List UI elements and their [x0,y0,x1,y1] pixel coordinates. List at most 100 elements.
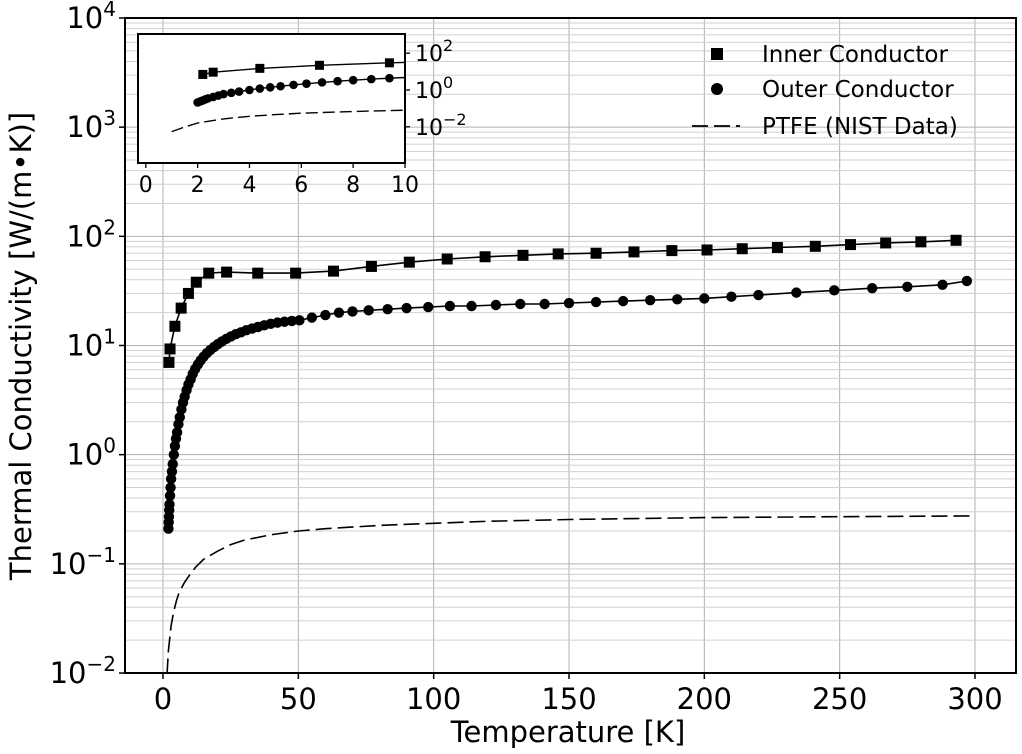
inset-outer-point [367,74,376,84]
legend-label-outer: Outer Conductor [762,77,954,103]
outer-conductor-point [645,294,656,306]
outer-conductor-point [174,412,185,423]
x-tick-label: 300 [947,682,1002,716]
inner-conductor-point [163,356,175,368]
inset-y-tick-exponent: 0 [443,73,453,92]
series-line-0 [168,239,957,363]
inset-y-tick-label: 100 [415,73,453,104]
outer-conductor-point [363,305,374,316]
inner-conductor-point [880,237,892,249]
outer-conductor-point [490,299,502,311]
y-tick-exponent: 0 [103,434,116,458]
inner-conductor-point [771,242,783,254]
inner-conductor-point [190,276,202,288]
inner-conductor-point [736,243,748,255]
outer-conductor-point [168,449,180,460]
inner-conductor-point [950,234,962,246]
inset-x-tick-label: 4 [242,173,256,198]
main-plot-area: 0 50 100 150 200 250 300 10−210−11001011021031… [50,0,1017,716]
outer-conductor-point [423,301,434,313]
inner-conductor-point [844,239,856,251]
outer-conductor-point [167,458,178,470]
inset-outer-point [265,83,275,92]
x-tick-label: 150 [541,682,596,716]
outer-conductor-point [672,294,683,305]
main-x-ticks: 0 50 100 150 200 250 300 [154,673,1003,716]
inner-conductor-point [169,320,181,332]
inset-x-ticks: 0 2 4 6 8 10 [139,163,419,198]
inset-outer-point [234,87,244,96]
inner-conductor-point [182,287,194,299]
x-axis-title: Temperature [K] [450,715,686,749]
inner-conductor-point [590,247,602,259]
inset-x-tick-label: 8 [346,173,360,198]
outer-conductor-point [617,295,629,307]
inset-y-tick-exponent: −2 [443,110,467,129]
y-axis-title: Thermal Conductivity [W/(m•K)] [4,112,38,581]
inner-conductor-point [666,245,678,257]
inner-conductor-point [328,265,340,277]
inset-axes-frame [137,33,406,164]
inset-outer-point [219,89,228,99]
outer-conductor-point [165,482,176,493]
legend-entry-outer-conductor: Outer Conductor [711,77,954,103]
legend-label-inner: Inner Conductor [762,42,948,68]
x-tick-label: 200 [677,682,732,716]
outer-conductor-point [902,281,913,292]
inner-conductor-point [441,253,453,265]
outer-conductor-point [306,312,318,323]
legend-square-marker [711,48,723,60]
inset-x-tick-label: 6 [294,173,308,198]
inset-inner-point [314,60,324,70]
inset-x-tick-label: 0 [139,173,153,198]
inset-outer-point [348,75,358,85]
inset-inner-point [384,58,394,68]
inner-conductor-point [552,248,564,260]
outer-conductor-point [753,289,764,301]
inner-conductor-point [403,256,415,268]
outer-conductor-point [382,304,393,315]
outer-conductor-point [539,298,550,310]
inset-outer-point [385,73,394,83]
outer-conductor-point [347,306,358,317]
outer-conductor-point [294,315,305,326]
inset-background [138,34,405,163]
inset-outer-point [317,78,327,87]
outer-conductor-point [726,291,737,302]
legend-entry-inner-conductor: Inner Conductor [711,42,948,68]
outer-conductor-point [961,275,973,287]
inset-inner-point [208,67,218,77]
y-tick-exponent: −1 [87,543,116,567]
y-tick-exponent: 3 [103,106,116,130]
inset-inner-point [255,63,265,73]
inset-inner-point [198,69,208,79]
inner-conductor-point [365,260,377,272]
inner-conductor-point [915,236,927,248]
outer-conductor-point [164,499,175,510]
x-tick-label: 100 [406,682,461,716]
inset-x-tick-label: 2 [191,173,205,198]
inner-conductor-point [164,343,176,355]
outer-conductor-point [166,466,178,477]
inner-conductor-point [252,267,264,279]
inner-conductor-point [628,246,640,258]
inset-outer-point [227,88,236,98]
inset-outer-point [255,84,265,93]
outer-conductor-point [171,427,183,438]
outer-conductor-point [164,490,176,501]
legend-circle-marker [711,83,723,95]
outer-conductor-point [466,300,477,312]
y-tick-exponent: 4 [103,0,116,21]
inset-outer-point [276,81,285,91]
inset-outer-point [289,80,298,90]
legend-entry-ptfe: PTFE (NIST Data) [692,114,958,140]
inset-outer-point [302,79,311,88]
inset-y-tick-exponent: 2 [443,36,453,55]
inner-conductor-point [290,267,302,279]
inset-series-line-2 [171,109,406,133]
inner-conductor-point [221,266,233,278]
inset-outer-point [333,76,342,86]
inner-conductor-point [203,267,215,279]
inner-conductor-point [809,240,821,252]
